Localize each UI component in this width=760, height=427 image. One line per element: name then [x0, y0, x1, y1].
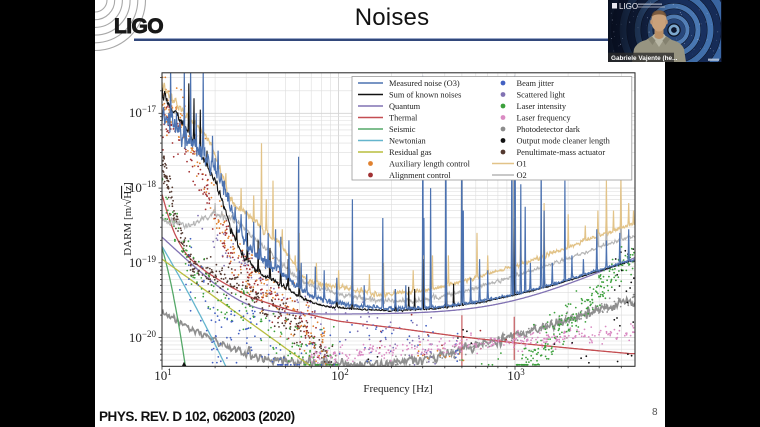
svg-text:Alignment control: Alignment control — [389, 171, 451, 180]
svg-text:10−17: 10−17 — [129, 104, 157, 120]
svg-text:DARM [m/√Hz]: DARM [m/√Hz] — [122, 182, 134, 256]
svg-text:102: 102 — [331, 367, 349, 383]
svg-text:Gabriele Vajente (he...: Gabriele Vajente (he... — [611, 55, 678, 62]
svg-text:Laser frequency: Laser frequency — [517, 114, 572, 123]
svg-text:Scattered light: Scattered light — [517, 91, 566, 100]
svg-text:Residual gas: Residual gas — [389, 148, 432, 157]
svg-text:Laser intensity: Laser intensity — [517, 102, 567, 111]
svg-text:Penultimate-mass actuator: Penultimate-mass actuator — [517, 148, 606, 157]
svg-text:Measured noise (O3): Measured noise (O3) — [389, 79, 460, 88]
svg-text:Quantum: Quantum — [389, 102, 421, 111]
svg-text:101: 101 — [154, 367, 172, 383]
svg-text:Sum of known noises: Sum of known noises — [389, 91, 461, 100]
svg-text:O2: O2 — [517, 171, 527, 180]
svg-text:10−20: 10−20 — [129, 329, 157, 345]
svg-text:103: 103 — [507, 367, 525, 383]
svg-text:Auxiliary length control: Auxiliary length control — [389, 160, 471, 169]
svg-text:Seismic: Seismic — [389, 125, 416, 134]
svg-text:LIGO: LIGO — [619, 2, 638, 11]
svg-text:O1: O1 — [517, 160, 527, 169]
svg-text:Output mode cleaner length: Output mode cleaner length — [517, 137, 611, 146]
svg-text:Photodetector dark: Photodetector dark — [517, 125, 581, 134]
svg-text:Newtonian: Newtonian — [389, 137, 427, 146]
svg-text:Thermal: Thermal — [389, 114, 418, 123]
svg-text:Frequency [Hz]: Frequency [Hz] — [363, 383, 432, 395]
svg-text:Beam jitter: Beam jitter — [517, 79, 555, 88]
